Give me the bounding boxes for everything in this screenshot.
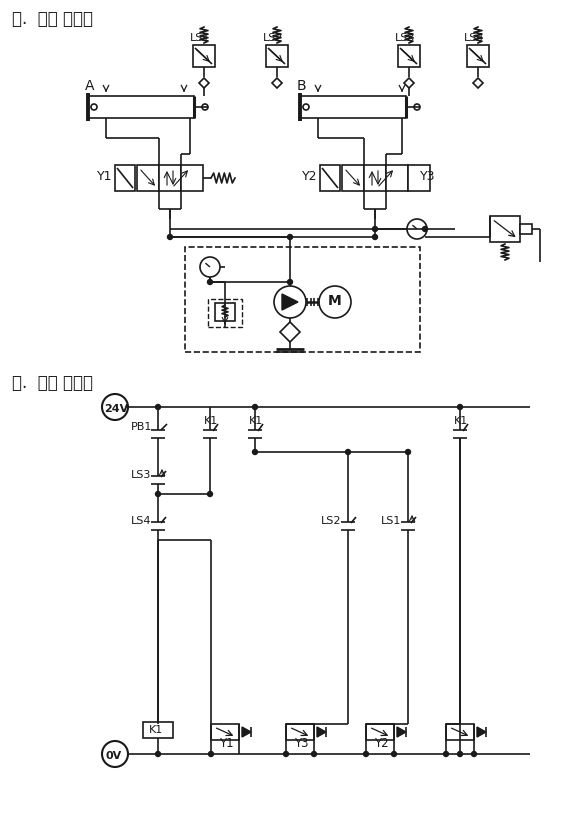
Text: Y3: Y3 (294, 737, 309, 750)
Circle shape (423, 227, 427, 232)
Circle shape (364, 751, 368, 756)
Text: LS1: LS1 (381, 516, 401, 526)
Bar (320, 165, 340, 191)
Circle shape (252, 404, 258, 409)
Circle shape (200, 257, 220, 277)
Bar (211, 724, 239, 740)
Circle shape (288, 279, 292, 284)
Circle shape (391, 751, 397, 756)
Text: LS3: LS3 (395, 33, 415, 43)
Text: LS4: LS4 (464, 33, 485, 43)
Bar (366, 724, 394, 740)
Circle shape (207, 279, 212, 284)
Polygon shape (282, 294, 298, 310)
Circle shape (303, 104, 309, 110)
Circle shape (405, 450, 411, 455)
Bar (520, 224, 532, 234)
Text: Y1: Y1 (219, 737, 233, 750)
Circle shape (202, 104, 208, 110)
Circle shape (284, 751, 288, 756)
Text: PB1: PB1 (131, 422, 152, 432)
Circle shape (102, 394, 128, 420)
Polygon shape (317, 727, 326, 737)
Circle shape (407, 219, 427, 239)
Bar (386, 165, 408, 191)
Bar (115, 165, 135, 191)
Text: 가.  유압 회로도: 가. 유압 회로도 (12, 10, 93, 28)
Bar (490, 216, 520, 242)
Text: 0V: 0V (106, 751, 122, 761)
Bar (88, 96, 194, 118)
Circle shape (156, 404, 160, 409)
Circle shape (457, 751, 463, 756)
Text: LS3: LS3 (131, 470, 151, 480)
Circle shape (346, 450, 350, 455)
Bar (398, 45, 420, 67)
Bar (467, 45, 489, 67)
Circle shape (156, 751, 160, 756)
Text: Y1: Y1 (97, 170, 112, 183)
Text: Y3: Y3 (420, 170, 435, 183)
Circle shape (312, 751, 317, 756)
Bar (159, 165, 181, 191)
Bar (181, 165, 203, 191)
Polygon shape (477, 727, 486, 737)
Circle shape (207, 492, 212, 496)
Bar (208, 299, 242, 327)
Circle shape (372, 227, 378, 232)
Text: LS2: LS2 (263, 33, 284, 43)
Circle shape (372, 234, 378, 239)
Bar (286, 724, 314, 740)
Bar (137, 165, 159, 191)
Circle shape (274, 286, 306, 318)
Circle shape (252, 450, 258, 455)
Text: 나.  전기 회로도: 나. 전기 회로도 (12, 374, 93, 392)
Text: K1: K1 (149, 725, 163, 735)
Bar (300, 96, 406, 118)
Text: LS4: LS4 (131, 516, 152, 526)
Text: B: B (297, 79, 307, 93)
Bar (266, 45, 288, 67)
Text: K1: K1 (204, 416, 218, 426)
Text: M: M (328, 294, 342, 308)
Text: Y2: Y2 (374, 737, 389, 750)
Bar (408, 165, 430, 191)
Circle shape (208, 751, 214, 756)
Bar (342, 165, 364, 191)
Polygon shape (242, 727, 251, 737)
Text: 24V: 24V (104, 404, 129, 414)
Bar (446, 724, 474, 740)
Circle shape (457, 404, 463, 409)
Bar (143, 722, 173, 738)
Text: K1: K1 (454, 416, 468, 426)
Circle shape (319, 286, 351, 318)
Bar (193, 45, 215, 67)
Circle shape (102, 741, 128, 767)
Circle shape (156, 492, 160, 496)
Bar (185, 247, 420, 352)
Text: LS1: LS1 (190, 33, 210, 43)
Text: K1: K1 (249, 416, 263, 426)
Bar (364, 165, 386, 191)
Circle shape (471, 751, 477, 756)
Circle shape (288, 234, 292, 239)
Circle shape (444, 751, 449, 756)
Circle shape (414, 104, 420, 110)
Bar (215, 303, 235, 321)
Text: Y2: Y2 (302, 170, 317, 183)
Text: A: A (85, 79, 94, 93)
Text: LS2: LS2 (321, 516, 342, 526)
Polygon shape (397, 727, 406, 737)
Circle shape (167, 234, 173, 239)
Circle shape (91, 104, 97, 110)
